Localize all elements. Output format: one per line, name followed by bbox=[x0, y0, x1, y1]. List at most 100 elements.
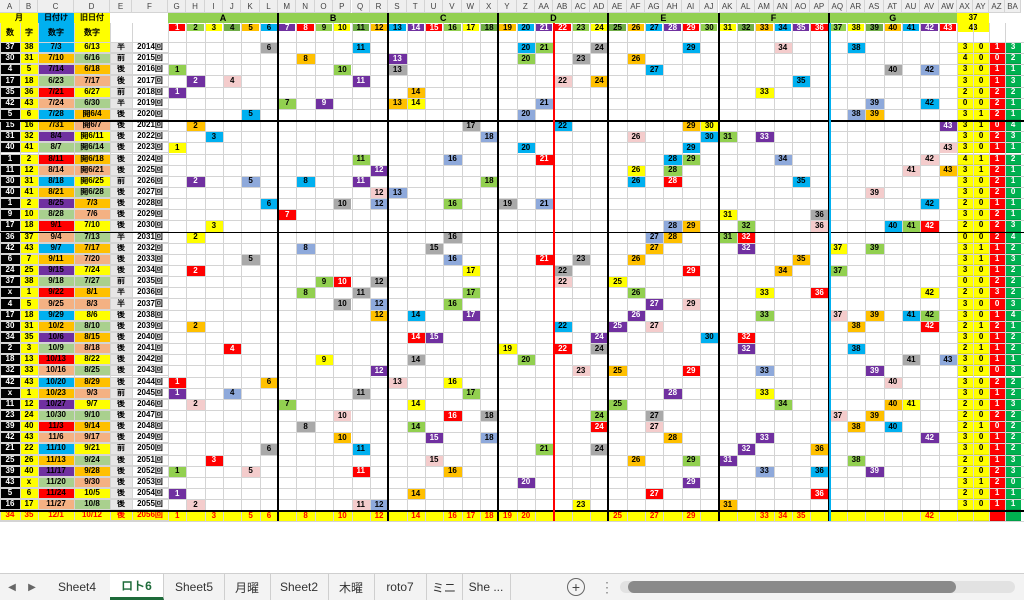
cell-row-38-f[interactable]: 2051回 bbox=[132, 454, 168, 466]
cell-row-4-b[interactable]: 18 bbox=[20, 75, 38, 87]
cell-row-30-b[interactable]: 33 bbox=[20, 365, 38, 377]
number-cell[interactable]: 32 bbox=[736, 242, 756, 254]
number-cell[interactable]: 12 bbox=[369, 186, 389, 199]
cell-row-32-b[interactable]: 1 bbox=[20, 387, 38, 399]
cell-row-32-d[interactable]: 9/3 bbox=[74, 387, 110, 399]
number-cell[interactable]: 36 bbox=[810, 209, 829, 221]
number-cell[interactable]: 8 bbox=[296, 175, 315, 187]
cell-row-40-a[interactable]: 43 bbox=[0, 476, 20, 488]
number-cell[interactable]: 29 bbox=[681, 42, 701, 54]
column-header-az[interactable]: AZ bbox=[989, 0, 1006, 13]
number-cell[interactable]: 21 bbox=[535, 42, 554, 54]
cell-row-6-c[interactable]: 7/24 bbox=[38, 97, 74, 109]
cell-row-27-e[interactable]: 後 bbox=[110, 331, 132, 344]
cell-row-17-c[interactable]: 9/1 bbox=[38, 220, 74, 232]
cell-row-22-a[interactable]: 37 bbox=[0, 276, 20, 288]
number-cell[interactable]: 15 bbox=[424, 242, 444, 254]
number-cell[interactable]: 42 bbox=[920, 309, 939, 321]
cell-row-34-b[interactable]: 24 bbox=[20, 409, 38, 422]
prev-sheet-icon[interactable]: ◀ bbox=[8, 581, 16, 593]
number-cell[interactable]: 33 bbox=[755, 432, 774, 444]
number-cell[interactable]: 4 bbox=[223, 75, 242, 87]
number-cell[interactable]: 35 bbox=[791, 75, 811, 87]
cell-row-20-d[interactable]: 7/20 bbox=[74, 253, 110, 265]
number-cell[interactable]: 30 bbox=[700, 131, 719, 143]
cell-row-20-f[interactable]: 2033回 bbox=[132, 253, 168, 265]
number-cell[interactable]: 28 bbox=[663, 387, 682, 399]
number-cell[interactable]: 1 bbox=[168, 465, 187, 477]
number-cell[interactable]: 26 bbox=[626, 287, 646, 299]
number-cell[interactable]: 13 bbox=[388, 376, 407, 388]
number-cell[interactable]: 17 bbox=[461, 309, 480, 321]
column-header-f[interactable]: F bbox=[132, 0, 168, 13]
cell-row-27-f[interactable]: 2040回 bbox=[132, 331, 168, 344]
number-cell[interactable]: 32 bbox=[736, 443, 756, 455]
cell-row-5-a[interactable]: 35 bbox=[0, 86, 20, 98]
cell-row-30-f[interactable]: 2043回 bbox=[132, 365, 168, 377]
cell-row-23-a[interactable]: x bbox=[0, 287, 20, 299]
number-cell[interactable]: 29 bbox=[681, 265, 701, 277]
number-cell[interactable]: 5 bbox=[241, 465, 260, 477]
number-cell[interactable]: 41 bbox=[902, 164, 921, 176]
number-cell[interactable]: 39 bbox=[865, 97, 884, 109]
number-cell[interactable]: 28 bbox=[663, 153, 682, 165]
number-cell[interactable]: 34 bbox=[773, 153, 792, 165]
cell-row-13-a[interactable]: 30 bbox=[0, 175, 20, 187]
number-cell[interactable]: 12 bbox=[369, 499, 389, 511]
number-cell[interactable]: 27 bbox=[645, 488, 664, 500]
number-cell[interactable]: 10 bbox=[333, 64, 352, 76]
cell-row-3-d[interactable]: 6/18 bbox=[74, 64, 110, 76]
cell-row-12-a[interactable]: 11 bbox=[0, 164, 20, 176]
cell-row-18-c[interactable]: 9/4 bbox=[38, 231, 74, 243]
cell-row-1-c[interactable]: 7/3 bbox=[38, 42, 74, 54]
number-cell[interactable]: 11 bbox=[351, 175, 370, 187]
number-cell[interactable]: 39 bbox=[865, 309, 884, 321]
number-cell[interactable]: 19 bbox=[498, 198, 517, 210]
number-cell[interactable]: 25 bbox=[608, 510, 627, 522]
number-cell[interactable]: 19 bbox=[498, 343, 517, 355]
cell-row-13-b[interactable]: 31 bbox=[20, 175, 38, 187]
cell-row-28-c[interactable]: 10/9 bbox=[38, 343, 74, 355]
cell-row-6-d[interactable]: 6/30 bbox=[74, 97, 110, 109]
number-cell[interactable]: 37 bbox=[828, 242, 847, 254]
cell-row-21-b[interactable]: 25 bbox=[20, 265, 38, 277]
number-cell[interactable]: 1 bbox=[168, 376, 187, 388]
cell-row-42-e[interactable]: 後 bbox=[110, 499, 132, 511]
number-cell[interactable]: 41 bbox=[902, 354, 921, 366]
cell-row-28-f[interactable]: 2041回 bbox=[132, 343, 168, 355]
cell-row-14-d[interactable]: 開6/28 bbox=[74, 186, 110, 199]
cell-row-24-a[interactable]: 4 bbox=[0, 298, 20, 310]
cell-row-28-e[interactable]: 後 bbox=[110, 343, 132, 355]
column-header-ae[interactable]: AE bbox=[608, 0, 627, 13]
number-cell[interactable]: 42 bbox=[920, 220, 939, 232]
column-header-y[interactable]: Y bbox=[498, 0, 517, 13]
column-header-af[interactable]: AF bbox=[626, 0, 646, 13]
number-cell[interactable]: 5 bbox=[241, 108, 260, 121]
number-cell[interactable]: 36 bbox=[810, 220, 829, 232]
number-cell[interactable]: 13 bbox=[388, 53, 407, 65]
column-header-a[interactable]: A bbox=[0, 0, 20, 13]
cell-row-34-f[interactable]: 2047回 bbox=[132, 409, 168, 422]
number-cell[interactable]: 6 bbox=[259, 198, 279, 210]
number-cell[interactable]: 15 bbox=[424, 454, 444, 466]
number-cell[interactable]: 7 bbox=[278, 209, 297, 221]
number-cell[interactable]: 7 bbox=[278, 398, 297, 410]
cell-row-23-c[interactable]: 9/22 bbox=[38, 287, 74, 299]
cell-row-37-a[interactable]: 21 bbox=[0, 443, 20, 455]
cell-row-41-f[interactable]: 2054回 bbox=[132, 488, 168, 500]
number-cell[interactable]: 39 bbox=[865, 465, 884, 477]
cell-row-18-d[interactable]: 7/13 bbox=[74, 231, 110, 243]
number-cell[interactable]: 9 bbox=[314, 354, 334, 366]
cell-row-1-e[interactable]: 半 bbox=[110, 42, 132, 54]
cell-row-29-d[interactable]: 8/22 bbox=[74, 354, 110, 366]
cell-row-36-e[interactable]: 後 bbox=[110, 432, 132, 444]
number-cell[interactable]: 12 bbox=[369, 298, 389, 310]
number-cell[interactable]: 2 bbox=[186, 265, 205, 277]
cell-row-36-a[interactable]: 42 bbox=[0, 432, 20, 444]
cell-row-5-d[interactable]: 6/27 bbox=[74, 86, 110, 98]
sheet-tab-2[interactable]: ロト6 bbox=[110, 574, 164, 600]
cell-row-5-e[interactable]: 前 bbox=[110, 86, 132, 98]
cell-row-16-c[interactable]: 8/28 bbox=[38, 209, 74, 221]
cell-row-21-d[interactable]: 7/24 bbox=[74, 265, 110, 277]
cell-row-19-e[interactable]: 後 bbox=[110, 242, 132, 254]
